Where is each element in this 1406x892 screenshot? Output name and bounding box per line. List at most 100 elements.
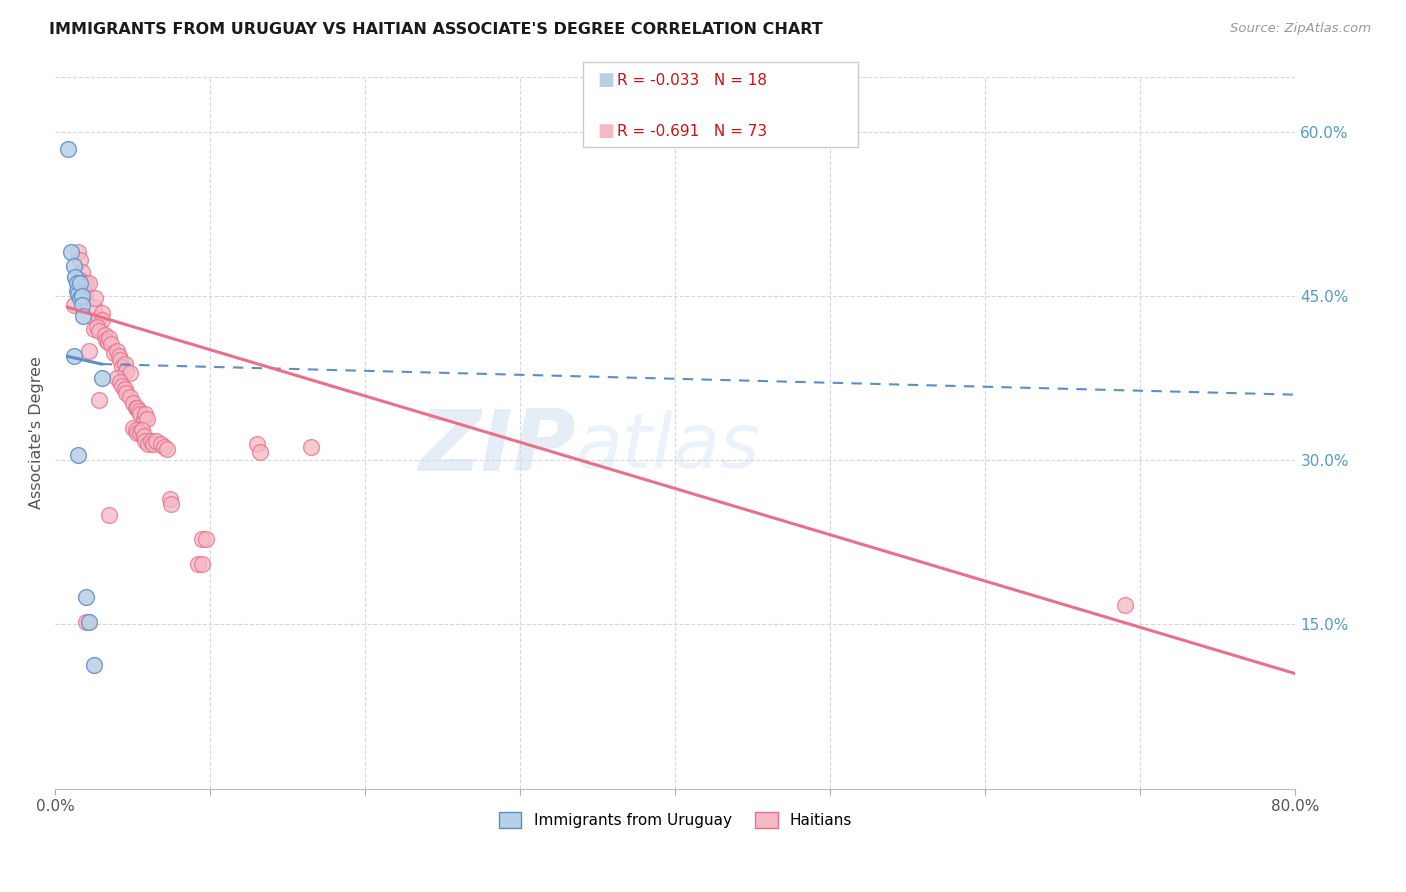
Point (107, 350, 129, 364)
Point (97, 335, 120, 350)
Point (59, 245, 82, 260)
Point (134, 434, 156, 448)
Point (67, 287, 90, 301)
Point (118, 366, 141, 380)
Point (77, 276, 100, 290)
Point (125, 401, 148, 415)
Point (70, 280, 93, 294)
Point (86, 319, 108, 334)
Point (118, 390, 141, 404)
Point (77, 615, 100, 630)
Point (87, 311, 110, 326)
Point (114, 382, 136, 396)
Point (94, 327, 117, 342)
Text: ZIP: ZIP (419, 406, 576, 489)
Point (156, 442, 179, 457)
Point (83, 657, 105, 672)
Text: Source: ZipAtlas.com: Source: ZipAtlas.com (1230, 22, 1371, 36)
Point (66, 284, 89, 298)
Point (67, 245, 90, 260)
Point (87, 324, 110, 338)
Point (75, 590, 97, 604)
Point (149, 437, 172, 451)
Point (129, 408, 152, 422)
Legend: Immigrants from Uruguay, Haitians: Immigrants from Uruguay, Haitians (492, 806, 858, 834)
Point (75, 615, 97, 630)
Point (145, 434, 167, 448)
Point (73, 287, 96, 301)
Point (111, 379, 134, 393)
Point (115, 385, 138, 400)
Point (129, 425, 152, 440)
Point (187, 558, 209, 572)
Point (110, 352, 132, 367)
Point (136, 437, 159, 451)
Point (110, 375, 132, 389)
Point (125, 423, 148, 437)
Point (103, 346, 125, 360)
Point (194, 532, 217, 546)
Point (98, 508, 121, 522)
Point (65, 269, 87, 284)
Point (142, 437, 165, 451)
Point (100, 337, 122, 351)
Point (98, 331, 121, 345)
Point (1114, 598, 1136, 612)
Point (134, 408, 156, 422)
Point (127, 425, 149, 440)
Point (75, 276, 97, 290)
Point (191, 532, 214, 546)
Point (90, 313, 112, 327)
Point (105, 371, 128, 385)
Point (69, 253, 91, 268)
Text: ■: ■ (598, 122, 614, 140)
Point (69, 292, 91, 306)
Point (72, 276, 94, 290)
Text: atlas: atlas (576, 410, 761, 484)
Point (69, 273, 91, 287)
Point (90, 371, 112, 385)
Point (152, 440, 174, 454)
Point (160, 497, 183, 511)
Point (70, 298, 93, 312)
Text: R = -0.033   N = 18: R = -0.033 N = 18 (617, 73, 768, 87)
Point (141, 434, 163, 448)
Point (87, 393, 110, 408)
Point (62, 259, 84, 273)
Text: ■: ■ (598, 71, 614, 89)
Point (83, 322, 105, 336)
Point (127, 401, 149, 415)
Point (77, 343, 100, 358)
Point (159, 491, 181, 506)
Point (56, 142, 79, 156)
Point (131, 423, 153, 437)
Point (96, 333, 118, 347)
Point (83, 300, 105, 314)
Point (111, 360, 134, 375)
Point (128, 404, 150, 418)
Point (299, 440, 322, 454)
Point (249, 444, 271, 458)
Y-axis label: Associate's Degree: Associate's Degree (30, 357, 44, 509)
Point (84, 292, 107, 306)
Point (135, 411, 157, 425)
Point (121, 420, 143, 434)
Text: R = -0.691   N = 73: R = -0.691 N = 73 (617, 124, 768, 138)
Point (67, 448, 90, 462)
Point (191, 558, 214, 572)
Point (62, 298, 84, 312)
Point (105, 343, 128, 358)
Point (62, 350, 84, 364)
Point (72, 309, 94, 323)
Point (132, 429, 155, 443)
Point (69, 276, 91, 290)
Point (114, 357, 136, 371)
Point (66, 276, 89, 290)
Point (121, 396, 143, 410)
Point (132, 411, 155, 425)
Point (70, 289, 93, 303)
Point (70, 265, 93, 279)
Point (246, 437, 269, 451)
Text: IMMIGRANTS FROM URUGUAY VS HAITIAN ASSOCIATE'S DEGREE CORRELATION CHART: IMMIGRANTS FROM URUGUAY VS HAITIAN ASSOC… (49, 22, 823, 37)
Point (90, 305, 112, 319)
